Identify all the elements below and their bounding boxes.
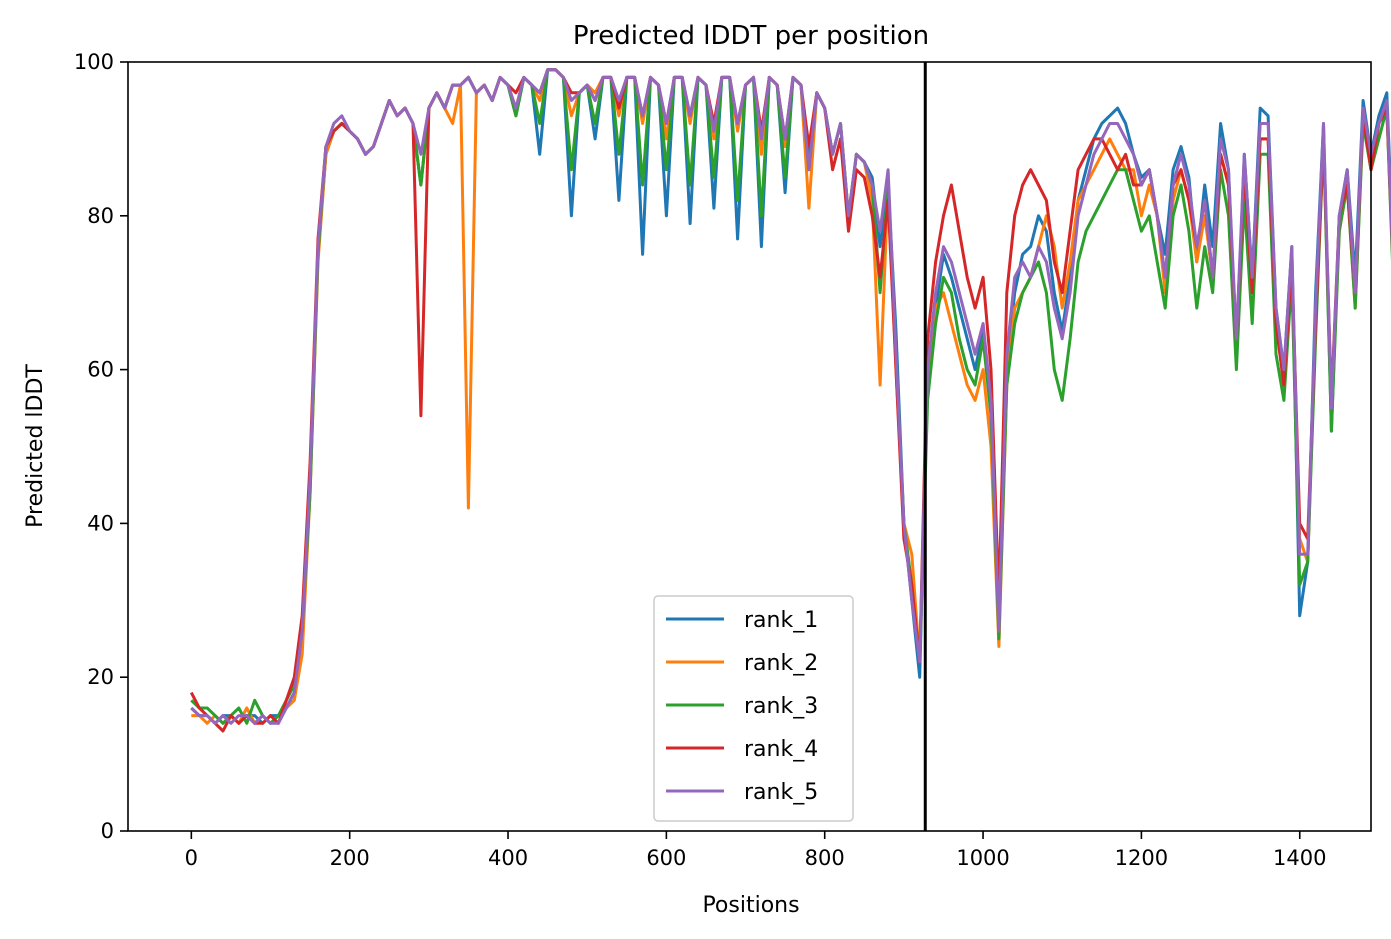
y-tick-label: 60 — [87, 358, 114, 382]
x-axis: 0 200 400 600 800 1000 1200 1400 — [185, 831, 1326, 870]
y-tick-label: 20 — [87, 665, 114, 689]
axes-frame — [127, 61, 1372, 832]
plot-area — [189, 62, 1391, 831]
x-axis-title: Positions — [702, 893, 799, 918]
legend-label-rank_5: rank_5 — [744, 780, 818, 805]
y-tick-label: 0 — [101, 819, 114, 843]
y-tick-label: 100 — [74, 50, 114, 74]
x-tick-label: 800 — [805, 846, 845, 870]
x-tick-label: 600 — [646, 846, 686, 870]
x-tick-label: 0 — [185, 846, 198, 870]
chart-title: Predicted lDDT per position — [573, 21, 929, 51]
y-tick-label: 80 — [87, 204, 114, 228]
y-axis-title: Predicted lDDT — [23, 364, 48, 528]
x-tick-label: 200 — [330, 846, 370, 870]
legend-label-rank_2: rank_2 — [744, 651, 818, 676]
x-tick-label: 1200 — [1115, 846, 1168, 870]
legend-label-rank_4: rank_4 — [744, 737, 818, 762]
y-tick-label: 40 — [87, 511, 114, 535]
legend-label-rank_1: rank_1 — [744, 608, 818, 633]
x-tick-label: 1400 — [1273, 846, 1326, 870]
x-tick-label: 400 — [488, 846, 528, 870]
legend-label-rank_3: rank_3 — [744, 694, 818, 719]
legend-box — [653, 595, 854, 822]
legend: rank_1 rank_2 rank_3 rank_4 rank_5 — [653, 595, 854, 822]
y-axis: 0 20 40 60 80 100 — [74, 50, 128, 843]
x-tick-label: 1000 — [956, 846, 1009, 870]
series-line-rank_5 — [190, 68, 1391, 725]
